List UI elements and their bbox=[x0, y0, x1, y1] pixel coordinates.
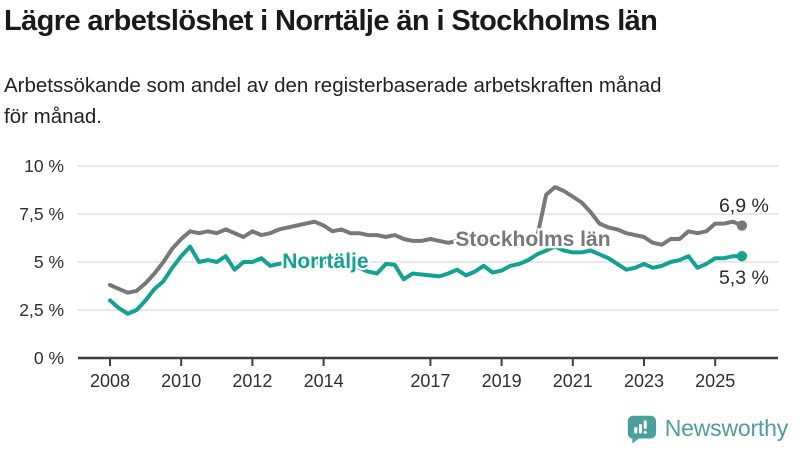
series-end-value-label: 6,9 % bbox=[719, 195, 769, 217]
subtitle-line-2: för månad. bbox=[4, 105, 102, 128]
chart-subtitle: Arbetssökande som andel av den registerb… bbox=[4, 70, 794, 132]
speech-bubble-bar-chart-icon bbox=[626, 413, 657, 444]
series-line-norrt-lje bbox=[108, 244, 744, 316]
series-end-dot bbox=[736, 251, 748, 262]
x-axis-tick-label: 2025 bbox=[695, 371, 735, 391]
x-axis-tick-label: 2008 bbox=[90, 371, 130, 391]
x-axis-tick-label: 2021 bbox=[553, 371, 593, 391]
series-line-stockholms-l-n bbox=[108, 185, 744, 295]
x-axis-tick-label: 2014 bbox=[304, 371, 344, 391]
newsworthy-wordmark: Newsworthy bbox=[664, 415, 788, 441]
y-axis-tick-label: 10 % bbox=[24, 156, 64, 176]
y-axis-tick-label: 7,5 % bbox=[19, 204, 64, 224]
x-axis-tick-label: 2010 bbox=[161, 371, 201, 391]
series-end-dot bbox=[736, 220, 748, 231]
x-axis-tick-label: 2019 bbox=[482, 371, 522, 391]
series-label: Stockholms län bbox=[455, 228, 610, 251]
newsworthy-logo[interactable]: Newsworthy bbox=[626, 413, 788, 444]
y-axis-tick-label: 5 % bbox=[34, 252, 64, 272]
x-axis-tick-label: 2023 bbox=[624, 371, 664, 391]
series-label: Norrtälje bbox=[282, 250, 368, 273]
x-axis-tick-label: 2017 bbox=[410, 371, 450, 391]
y-axis-tick-label: 0 % bbox=[34, 348, 64, 368]
subtitle-line-1: Arbetssökande som andel av den registerb… bbox=[4, 74, 662, 97]
x-axis-tick-label: 2012 bbox=[232, 371, 272, 391]
page-title: Lägre arbetslöshet i Norrtälje än i Stoc… bbox=[4, 5, 658, 37]
y-axis-tick-label: 2,5 % bbox=[19, 300, 64, 320]
series-end-value-label: 5,3 % bbox=[719, 267, 769, 289]
